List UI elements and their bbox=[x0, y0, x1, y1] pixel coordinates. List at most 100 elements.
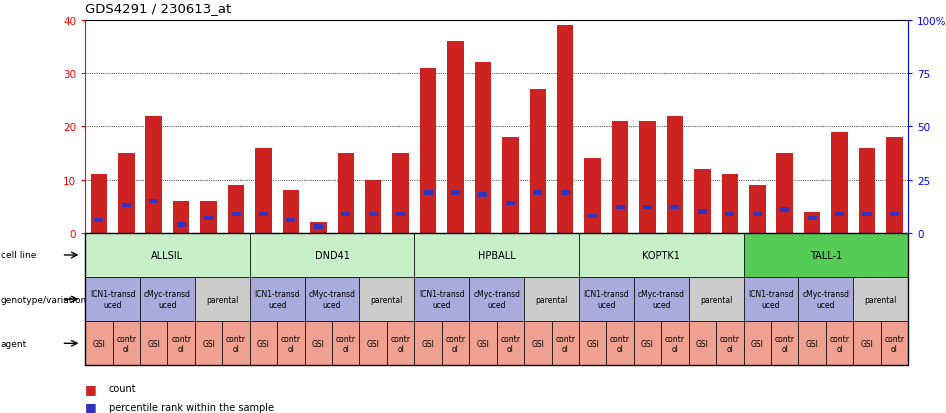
Text: ■: ■ bbox=[85, 400, 96, 413]
Bar bbox=[616, 206, 624, 210]
Text: contr
ol: contr ol bbox=[775, 334, 795, 353]
Bar bbox=[177, 223, 185, 227]
Bar bbox=[722, 175, 738, 233]
Text: ALLSIL: ALLSIL bbox=[151, 250, 184, 260]
Text: agent: agent bbox=[1, 339, 27, 348]
Text: GSI: GSI bbox=[641, 339, 654, 348]
Bar bbox=[808, 216, 816, 221]
Bar bbox=[863, 212, 871, 216]
Text: contr
ol: contr ol bbox=[500, 334, 520, 353]
Bar bbox=[338, 154, 354, 233]
Bar bbox=[777, 154, 793, 233]
Text: cell line: cell line bbox=[1, 251, 36, 260]
Text: GSI: GSI bbox=[202, 339, 215, 348]
Text: GSI: GSI bbox=[422, 339, 434, 348]
Bar bbox=[886, 138, 902, 233]
Bar bbox=[424, 191, 432, 195]
Bar bbox=[780, 208, 789, 212]
Text: GSI: GSI bbox=[751, 339, 763, 348]
Text: DND41: DND41 bbox=[315, 250, 349, 260]
Text: GSI: GSI bbox=[587, 339, 599, 348]
Bar bbox=[232, 212, 240, 216]
Text: count: count bbox=[109, 383, 136, 393]
Bar bbox=[365, 180, 381, 233]
Bar bbox=[835, 212, 844, 216]
Text: GSI: GSI bbox=[806, 339, 818, 348]
Text: contr
ol: contr ol bbox=[720, 334, 740, 353]
Bar bbox=[671, 206, 679, 210]
Text: HPBALL: HPBALL bbox=[478, 250, 516, 260]
Bar bbox=[342, 212, 350, 216]
Bar bbox=[506, 202, 515, 206]
Text: GSI: GSI bbox=[148, 339, 160, 348]
Bar bbox=[95, 218, 103, 223]
Text: contr
ol: contr ol bbox=[446, 334, 465, 353]
Text: GSI: GSI bbox=[312, 339, 324, 348]
Bar bbox=[369, 212, 377, 216]
Text: GSI: GSI bbox=[477, 339, 489, 348]
Text: cMyc-transd
uced: cMyc-transd uced bbox=[308, 290, 356, 309]
Text: ICN1-transd
uced: ICN1-transd uced bbox=[419, 290, 464, 309]
Bar bbox=[479, 193, 487, 197]
Bar bbox=[749, 185, 765, 233]
Text: contr
ol: contr ol bbox=[830, 334, 850, 353]
Bar bbox=[420, 69, 436, 233]
Bar bbox=[588, 214, 597, 218]
Bar bbox=[451, 191, 460, 195]
Bar bbox=[643, 206, 652, 210]
Bar bbox=[694, 169, 710, 233]
Text: GSI: GSI bbox=[861, 339, 873, 348]
Text: contr
ol: contr ol bbox=[281, 334, 301, 353]
Bar bbox=[447, 42, 464, 233]
Bar bbox=[146, 116, 162, 233]
Bar bbox=[118, 154, 134, 233]
Bar bbox=[314, 225, 323, 229]
Bar bbox=[122, 204, 131, 208]
Text: percentile rank within the sample: percentile rank within the sample bbox=[109, 402, 273, 412]
Bar bbox=[91, 175, 107, 233]
Bar bbox=[396, 212, 405, 216]
Bar bbox=[255, 148, 272, 233]
Text: contr
ol: contr ol bbox=[555, 334, 575, 353]
Text: ICN1-transd
uced: ICN1-transd uced bbox=[90, 290, 135, 309]
Text: contr
ol: contr ol bbox=[610, 334, 630, 353]
Bar bbox=[530, 90, 546, 233]
Text: GSI: GSI bbox=[93, 339, 105, 348]
Bar bbox=[149, 199, 158, 204]
Bar bbox=[173, 202, 189, 233]
Bar bbox=[259, 212, 268, 216]
Text: cMyc-transd
uced: cMyc-transd uced bbox=[638, 290, 685, 309]
Text: parental: parental bbox=[535, 295, 568, 304]
Bar bbox=[204, 216, 213, 221]
Text: GDS4291 / 230613_at: GDS4291 / 230613_at bbox=[85, 2, 232, 15]
Bar bbox=[557, 26, 573, 233]
Bar bbox=[502, 138, 518, 233]
Text: cMyc-transd
uced: cMyc-transd uced bbox=[802, 290, 850, 309]
Bar bbox=[475, 63, 491, 233]
Bar bbox=[201, 202, 217, 233]
Text: ICN1-transd
uced: ICN1-transd uced bbox=[584, 290, 629, 309]
Bar bbox=[561, 191, 569, 195]
Text: contr
ol: contr ol bbox=[885, 334, 904, 353]
Text: contr
ol: contr ol bbox=[665, 334, 685, 353]
Text: GSI: GSI bbox=[532, 339, 544, 348]
Text: parental: parental bbox=[865, 295, 897, 304]
Text: contr
ol: contr ol bbox=[391, 334, 411, 353]
Bar bbox=[393, 154, 409, 233]
Bar bbox=[639, 122, 656, 233]
Bar bbox=[310, 223, 326, 233]
Text: cMyc-transd
uced: cMyc-transd uced bbox=[144, 290, 191, 309]
Text: genotype/variation: genotype/variation bbox=[1, 295, 87, 304]
Text: GSI: GSI bbox=[257, 339, 270, 348]
Bar bbox=[283, 191, 299, 233]
Text: ■: ■ bbox=[85, 382, 96, 395]
Text: cMyc-transd
uced: cMyc-transd uced bbox=[473, 290, 520, 309]
Bar bbox=[753, 212, 762, 216]
Bar bbox=[804, 212, 820, 233]
Text: KOPTK1: KOPTK1 bbox=[642, 250, 680, 260]
Text: GSI: GSI bbox=[367, 339, 379, 348]
Bar bbox=[859, 148, 875, 233]
Bar bbox=[585, 159, 601, 233]
Text: ICN1-transd
uced: ICN1-transd uced bbox=[748, 290, 794, 309]
Text: parental: parental bbox=[206, 295, 238, 304]
